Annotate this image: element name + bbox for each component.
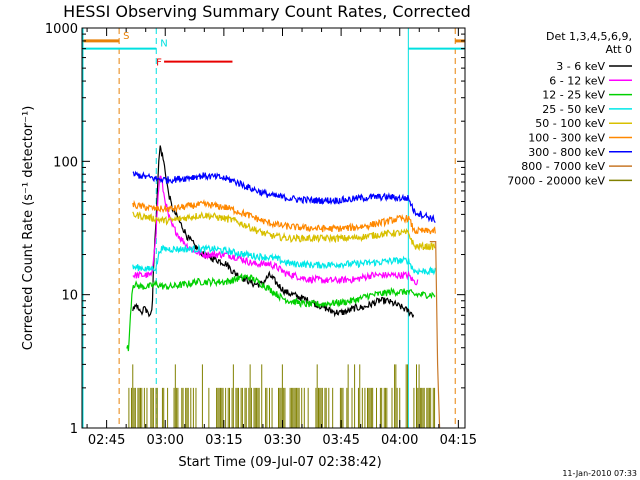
x-tick-label: 03:45 [322, 433, 359, 448]
y-tick-label: 10 [61, 289, 78, 304]
x-tick-label: 03:15 [205, 433, 242, 448]
timestamp: 11-Jan-2010 07:33 [562, 469, 637, 478]
y-axis-label: Corrected Count Rate (s⁻¹ detector⁻¹) [21, 106, 36, 351]
series-3-6kev-line [132, 145, 415, 318]
y-tick-label: 1 [70, 422, 78, 437]
series-6-12kev-line [132, 175, 419, 286]
y-tick-label: 100 [53, 155, 78, 170]
legend-label: 300 - 800 keV [528, 146, 605, 159]
legend-label: 3 - 6 keV [556, 60, 605, 73]
x-axis-label: Start Time (09-Jul-07 02:38:42) [178, 455, 381, 470]
x-tick-label: 04:15 [440, 433, 477, 448]
y-axis-ticks: 1 10 100 1000 [45, 22, 465, 437]
x-tick-label: 03:30 [264, 433, 301, 448]
x-axis-ticks: 02:45 03:00 03:15 03:30 03:45 04:00 04:15 [86, 28, 477, 448]
y-tick-label: 1000 [45, 22, 78, 37]
plot-area: S NF [82, 28, 466, 429]
flag-label-s: S [123, 31, 129, 42]
chart-title: HESSI Observing Summary Count Rates, Cor… [63, 2, 471, 21]
series-12-25kev-line [126, 272, 436, 352]
x-tick-label: 03:00 [147, 433, 184, 448]
legend-label: 800 - 7000 keV [521, 160, 605, 173]
legend-header-line-2: Att 0 [606, 43, 632, 56]
flag-label-n: N [160, 39, 167, 50]
legend-label: 50 - 100 keV [535, 117, 605, 130]
series-800-7000kev-line [429, 241, 441, 429]
legend-label: 100 - 300 keV [528, 132, 605, 145]
series-100-300kev-line [132, 199, 436, 235]
x-tick-label: 04:00 [381, 433, 418, 448]
legend-header-line-1: Det 1,3,4,5,6,9, [546, 30, 632, 43]
legend-label: 12 - 25 keV [542, 89, 605, 102]
legend-label: 6 - 12 keV [549, 74, 605, 87]
flag-label-f: F [156, 58, 162, 69]
legend-label: 25 - 50 keV [542, 103, 605, 116]
plot-frame [81, 27, 466, 429]
series-25-50kev-line [132, 243, 436, 276]
x-tick-label: 02:45 [88, 433, 125, 448]
series-50-100kev-line [132, 211, 436, 252]
legend-label: 7000 - 20000 keV [507, 174, 605, 187]
series-300-800kev-line [132, 170, 436, 223]
